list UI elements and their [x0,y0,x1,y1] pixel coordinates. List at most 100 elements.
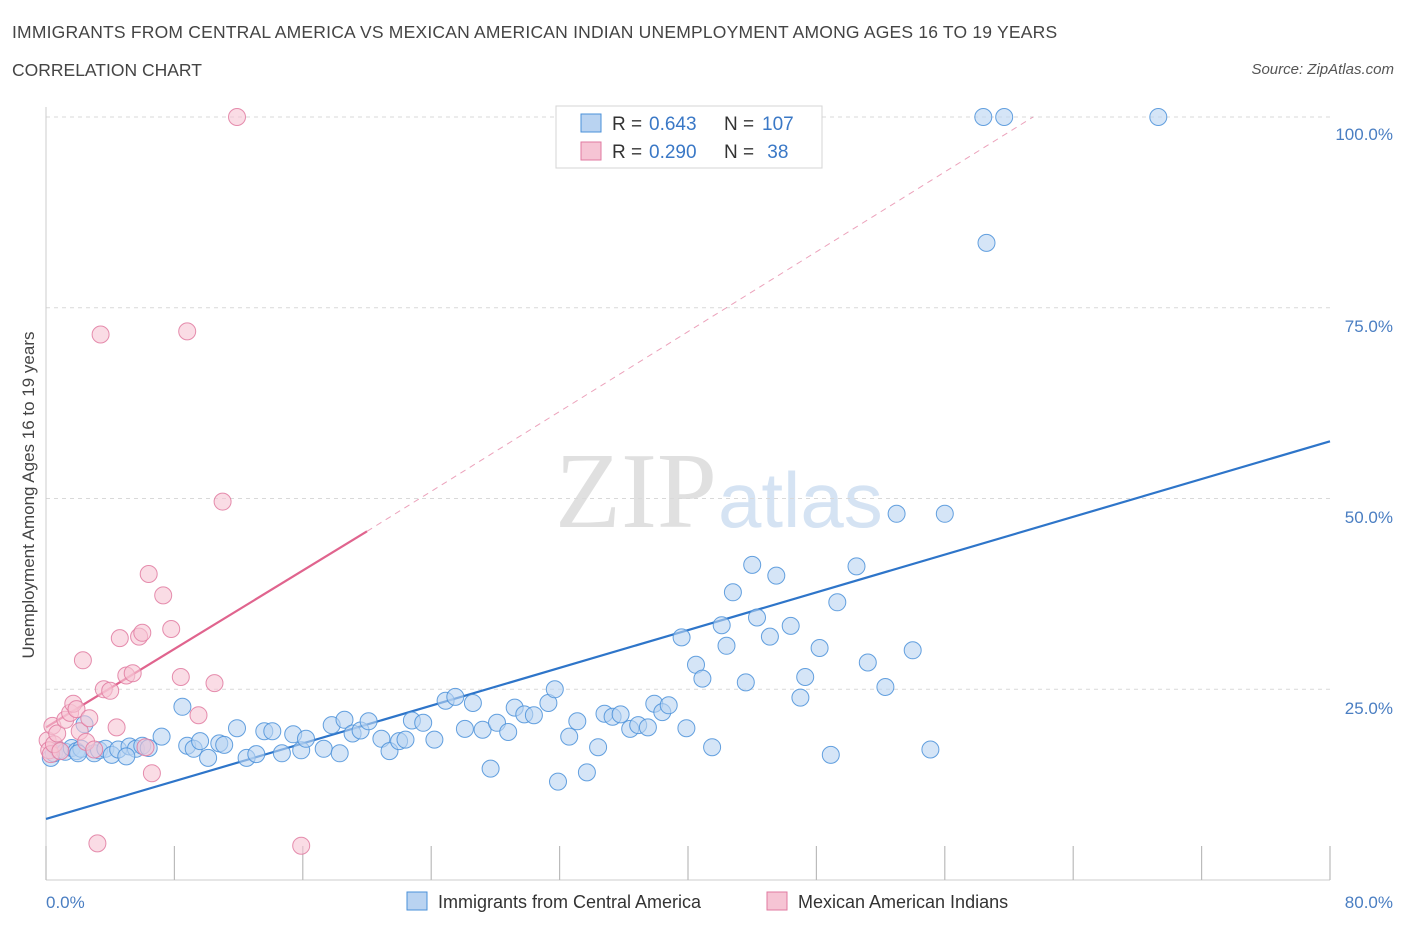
legend-r-value-pink: 0.290 [649,142,697,163]
legend-r-label-pink: R = [612,142,642,163]
point-mexican-american-indian-15 [85,740,104,759]
x-tick-label-max: 80.0% [1345,893,1393,912]
point-central-america-92 [821,745,840,764]
point-mexican-american-indian-28 [142,764,161,783]
point-central-america-79 [703,738,722,757]
legend-n-value-blue: 107 [762,114,794,135]
point-central-america-71 [638,718,657,737]
legend-bottom-swatch-pink [766,891,788,911]
point-central-america-95 [858,653,877,672]
point-central-america-47 [425,730,444,749]
point-central-america-104 [1149,108,1168,126]
point-central-america-29 [263,722,282,741]
point-central-america-82 [723,583,742,602]
point-central-america-58 [524,706,543,725]
point-central-america-53 [481,759,500,778]
watermark-atlas: atlas [718,456,883,544]
point-central-america-52 [473,720,492,739]
point-central-america-34 [314,739,333,758]
y-tick-label-25: 25.0% [1345,699,1393,718]
point-central-america-65 [589,738,608,757]
point-mexican-american-indian-19 [101,681,120,700]
point-central-america-74 [659,696,678,715]
point-central-america-36 [330,744,349,763]
point-central-america-49 [446,687,465,706]
y-axis-label: Unemployment Among Ages 16 to 19 years [19,332,38,659]
point-mexican-american-indian-36 [228,108,246,126]
legend-swatch-blue [580,113,602,133]
trend-line-mexican-american-indian-extension [366,116,1034,532]
point-central-america-106 [117,747,136,766]
point-central-america-22 [199,748,218,767]
point-central-america-17 [152,727,171,746]
point-central-america-37 [335,710,354,729]
point-mexican-american-indian-37 [292,836,311,855]
point-mexican-american-indian-6 [51,742,70,761]
point-central-america-51 [463,694,482,712]
point-central-america-84 [743,555,762,574]
point-central-america-91 [810,639,829,657]
point-central-america-21 [191,732,210,751]
point-central-america-76 [677,719,696,738]
axes [45,107,1331,881]
legend-swatch-pink [580,141,602,161]
point-central-america-101 [977,233,996,252]
point-central-america-94 [847,557,866,576]
y-tick-label-75: 75.0% [1345,317,1393,336]
point-central-america-33 [297,729,315,748]
point-mexican-american-indian-31 [171,668,190,686]
point-central-america-55 [499,723,518,741]
point-central-america-83 [736,673,755,692]
point-central-america-96 [876,678,895,696]
point-central-america-60 [545,680,564,699]
y-tick-label-50: 50.0% [1345,508,1393,527]
legend-top: R = 0.643 N = 107 R = 0.290 N = 38 [555,105,823,169]
legend-r-label-blue: R = [612,114,642,135]
point-central-america-85 [748,608,766,627]
point-central-america-75 [672,628,691,647]
data-points [38,108,1168,855]
point-mexican-american-indian-5 [48,724,67,743]
point-central-america-88 [781,616,800,635]
point-central-america-93 [828,593,847,612]
point-mexican-american-indian-35 [213,492,232,511]
legend-bottom-label-blue: Immigrants from Central America [438,892,702,912]
point-central-america-61 [549,772,567,791]
point-central-america-80 [712,616,731,635]
gridlines [46,116,1330,690]
watermark-zip: ZIP [555,432,717,551]
point-mexican-american-indian-33 [189,706,208,725]
point-central-america-64 [577,763,596,782]
point-mexican-american-indian-25 [133,623,152,642]
x-tick-label-min: 0.0% [46,893,85,912]
chart-title: IMMIGRANTS FROM CENTRAL AMERICA VS MEXIC… [12,22,1058,42]
point-central-america-18 [173,697,192,716]
point-mexican-american-indian-29 [154,586,173,605]
point-central-america-103 [995,108,1014,126]
source-label: Source: ZipAtlas.com [1251,61,1394,78]
point-central-america-78 [693,669,712,688]
point-central-america-25 [228,719,246,738]
point-central-america-90 [796,668,815,686]
legend-bottom-swatch-blue [406,891,428,911]
point-central-america-97 [887,504,906,523]
legend-r-value-blue: 0.643 [649,114,697,135]
point-mexican-american-indian-14 [80,709,99,728]
point-central-america-30 [272,744,291,763]
point-central-america-50 [455,719,474,738]
point-mexican-american-indian-12 [73,651,92,670]
point-central-america-87 [767,566,786,585]
point-central-america-63 [568,712,587,731]
point-mexican-american-indian-32 [178,322,197,341]
legend-bottom-label-pink: Mexican American Indians [798,892,1008,912]
point-central-america-102 [974,108,993,126]
point-mexican-american-indian-23 [123,664,142,683]
point-central-america-68 [611,705,630,724]
point-central-america-99 [921,740,940,759]
legend-n-value-pink: 38 [762,142,788,163]
point-central-america-86 [760,627,779,646]
point-mexican-american-indian-27 [139,565,158,583]
point-mexican-american-indian-16 [88,834,107,853]
point-central-america-40 [359,712,378,731]
